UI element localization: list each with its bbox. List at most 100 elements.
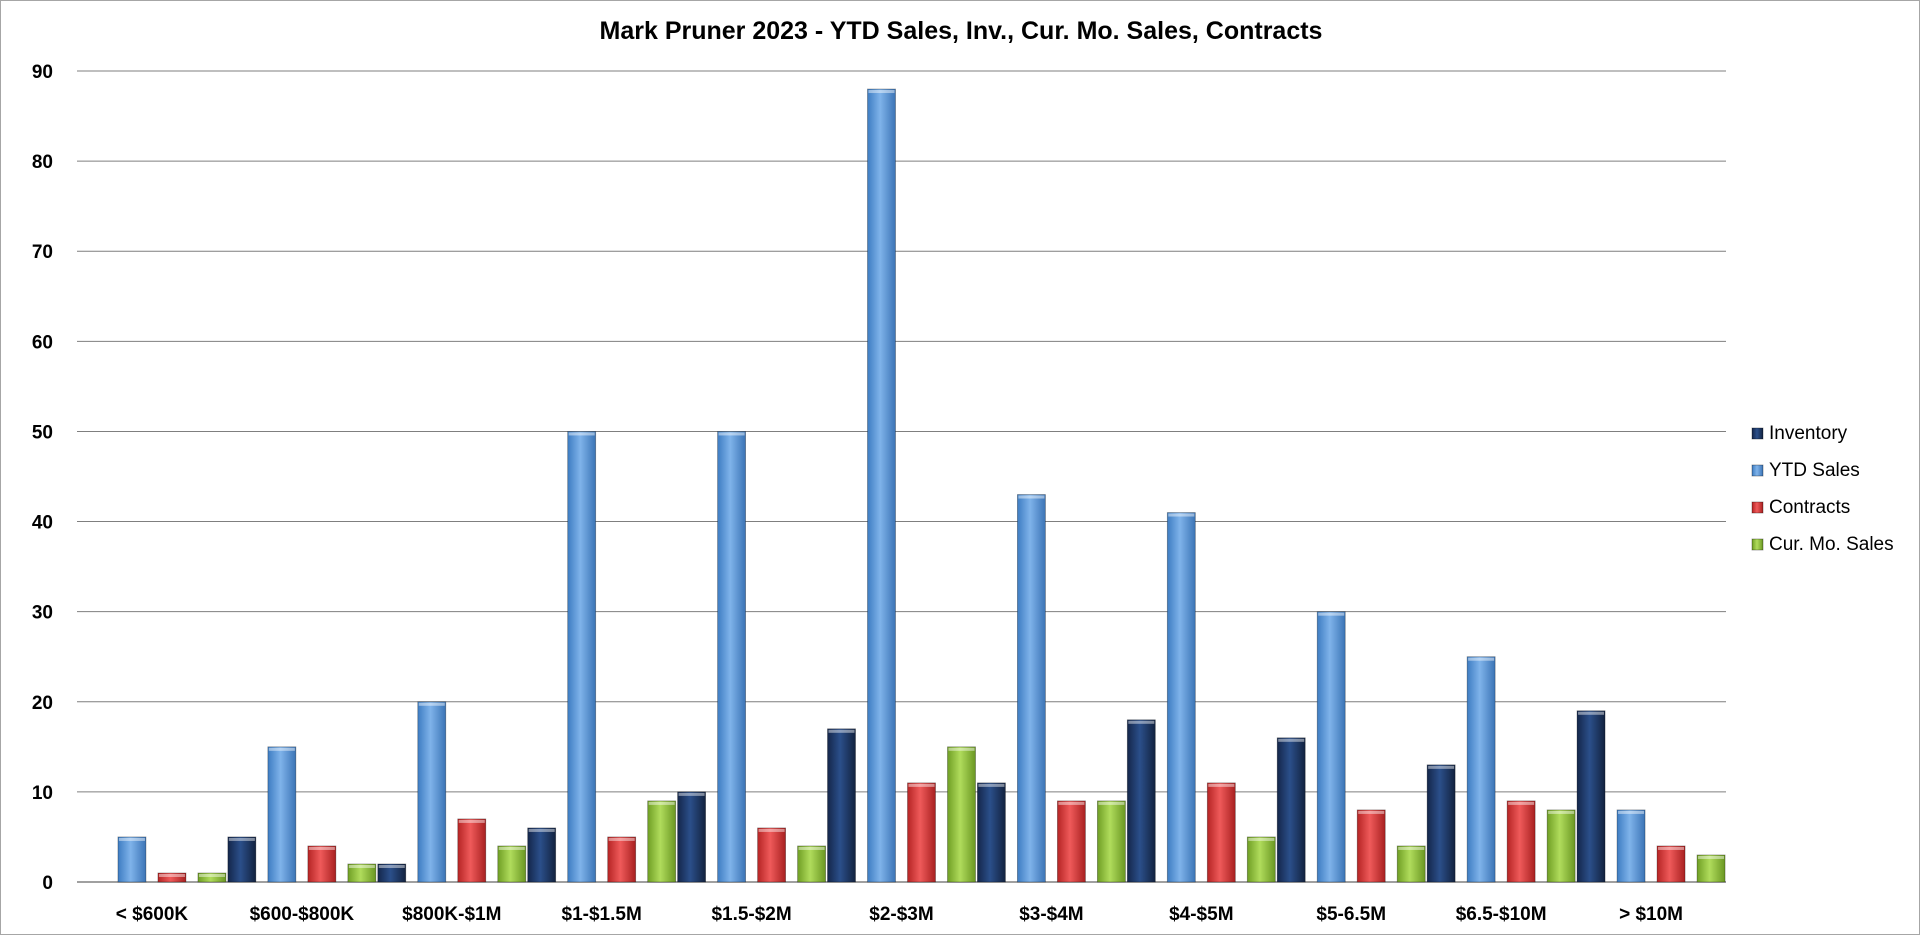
- bar-contracts: [157, 872, 187, 883]
- bar-contracts: [757, 827, 786, 883]
- bar-contracts: [307, 845, 337, 883]
- bar-bevel: [678, 792, 705, 796]
- y-tick-label: 20: [32, 693, 53, 714]
- bar-contracts: [1356, 809, 1386, 883]
- bar-inventory: [1426, 764, 1456, 883]
- bar-bevel: [308, 846, 335, 850]
- y-tick-label: 0: [42, 873, 53, 894]
- x-tick-label: $1-$1.5M: [562, 904, 642, 925]
- bar-bevel: [758, 828, 785, 832]
- bar-bevel: [1428, 765, 1455, 769]
- legend-label: Contracts: [1769, 497, 1850, 518]
- x-tick-label: $600-$800K: [250, 904, 355, 925]
- legend-label: Inventory: [1769, 423, 1848, 444]
- bar-cur-mo-sales: [1246, 836, 1276, 883]
- grid-lines: [77, 70, 1726, 883]
- bar-ytd-sales: [1466, 656, 1496, 883]
- bar-inventory: [827, 728, 856, 883]
- bar-bevel: [1698, 855, 1725, 859]
- bar-cur-mo-sales: [1546, 809, 1576, 883]
- bar-ytd-sales: [267, 746, 297, 883]
- bar-ytd-sales: [417, 701, 447, 883]
- y-tick-label: 70: [32, 242, 53, 263]
- bar-ytd-sales: [1616, 809, 1646, 883]
- bar-bevel: [568, 432, 595, 436]
- bar-contracts: [1656, 845, 1686, 883]
- bars: [117, 88, 1726, 883]
- bar-bevel: [378, 864, 405, 868]
- bar-cur-mo-sales: [1696, 854, 1726, 883]
- bar-ytd-sales: [1017, 494, 1046, 883]
- bar-cur-mo-sales: [1396, 845, 1426, 883]
- legend-swatch: [1751, 427, 1764, 440]
- bar-cur-mo-sales: [647, 800, 677, 883]
- bar-cur-mo-sales: [197, 872, 227, 883]
- legend-swatch: [1751, 464, 1764, 477]
- bar-ytd-sales: [717, 431, 746, 883]
- y-axis-ticks: 0 10 20 30 40 50 60 70 80 90: [32, 62, 53, 894]
- legend-swatch: [1751, 538, 1764, 551]
- bar-bevel: [828, 729, 855, 733]
- bar-bevel: [498, 846, 525, 850]
- bar-bevel: [1128, 720, 1155, 724]
- bar-inventory: [227, 836, 257, 883]
- legend: Inventory YTD Sales Contracts Cur. Mo. Sale…: [1751, 423, 1894, 555]
- bar-bevel: [1018, 495, 1045, 499]
- bar-inventory: [377, 863, 407, 883]
- x-tick-label: $5-6.5M: [1316, 904, 1386, 925]
- bar-bevel: [228, 837, 255, 841]
- legend-label: Cur. Mo. Sales: [1769, 534, 1894, 555]
- y-tick-label: 90: [32, 62, 53, 83]
- x-tick-label: < $600K: [116, 904, 189, 925]
- bar-inventory: [977, 782, 1006, 883]
- bar-bevel: [268, 747, 295, 751]
- bar-bevel: [1248, 837, 1275, 841]
- bar-cur-mo-sales: [1097, 800, 1126, 883]
- bar-bevel: [608, 837, 635, 841]
- bar-bevel: [458, 819, 485, 823]
- bar-bevel: [1208, 783, 1235, 787]
- bar-contracts: [1057, 800, 1086, 883]
- bar-bevel: [158, 873, 185, 877]
- bar-bevel: [418, 702, 445, 706]
- bar-bevel: [1398, 846, 1425, 850]
- chart-title: Mark Pruner 2023 - YTD Sales, Inv., Cur.…: [600, 17, 1323, 45]
- bar-bevel: [1098, 801, 1125, 805]
- legend-label: YTD Sales: [1769, 460, 1860, 481]
- bar-bevel: [1468, 657, 1495, 661]
- bar-cur-mo-sales: [497, 845, 527, 883]
- y-tick-label: 30: [32, 603, 53, 624]
- bar-cur-mo-sales: [347, 863, 377, 883]
- legend-swatch: [1751, 501, 1764, 514]
- bar-contracts: [907, 782, 936, 883]
- bar-bevel: [118, 837, 145, 841]
- bar-contracts: [1206, 782, 1236, 883]
- bar-bevel: [1358, 810, 1385, 814]
- y-tick-label: 60: [32, 332, 53, 353]
- bar-bevel: [1168, 513, 1195, 517]
- y-tick-label: 50: [32, 422, 53, 443]
- bar-bevel: [528, 828, 555, 832]
- bar-bevel: [978, 783, 1005, 787]
- bar-ytd-sales: [567, 431, 597, 883]
- bar-bevel: [948, 747, 975, 751]
- bar-ytd-sales: [867, 88, 896, 883]
- bar-contracts: [607, 836, 637, 883]
- bar-bevel: [1548, 810, 1575, 814]
- bar-ytd-sales: [117, 836, 147, 883]
- x-tick-label: $1.5-$2M: [711, 904, 791, 925]
- bar-bevel: [1508, 801, 1535, 805]
- x-tick-label: $4-$5M: [1169, 904, 1233, 925]
- bar-bevel: [1578, 711, 1605, 715]
- bar-bevel: [798, 846, 825, 850]
- x-axis-ticks: < $600K $600-$800K $800K-$1M $1-$1.5M $1.5-$…: [116, 904, 1683, 925]
- bar-bevel: [198, 873, 225, 877]
- y-tick-label: 80: [32, 152, 53, 173]
- bar-inventory: [677, 791, 706, 883]
- bar-bevel: [1318, 612, 1345, 616]
- bar-bevel: [648, 801, 675, 805]
- bar-bevel: [1058, 801, 1085, 805]
- bar-bevel: [908, 783, 935, 787]
